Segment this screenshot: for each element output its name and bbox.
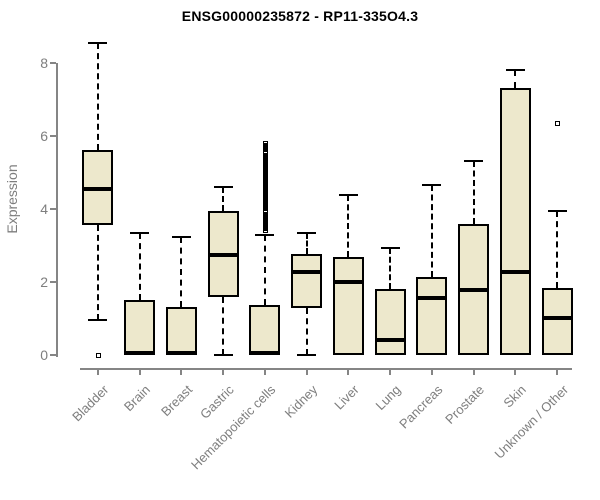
whisker-cap-upper — [171, 235, 191, 238]
y-tick — [50, 208, 56, 211]
whisker-upper — [222, 186, 225, 211]
y-axis-label: Expression — [4, 164, 20, 234]
x-tick — [556, 369, 559, 375]
y-axis-line — [56, 63, 58, 357]
x-category-label: Brain — [121, 382, 154, 415]
whisker-lower — [96, 224, 99, 321]
whisker-cap-lower — [213, 354, 233, 356]
box-median-line — [207, 253, 239, 258]
x-category-label: Lung — [372, 382, 404, 414]
y-tick — [50, 281, 56, 284]
whisker-upper — [347, 194, 350, 257]
whisker-cap-upper — [464, 159, 484, 162]
box-median-line — [332, 280, 364, 285]
box-median-line — [165, 350, 197, 355]
x-tick — [305, 369, 308, 375]
y-tick — [50, 135, 56, 138]
x-category-label: Liver — [331, 382, 363, 413]
y-tick — [50, 354, 56, 356]
whisker-upper — [514, 69, 517, 88]
x-category-label: Unknown / Other — [491, 382, 571, 462]
y-tick — [50, 62, 56, 65]
whisker-cap-upper — [297, 232, 317, 235]
boxplot-box — [291, 254, 323, 308]
boxplot-box — [165, 306, 197, 355]
box-median-line — [124, 350, 156, 355]
x-tick — [96, 369, 99, 375]
x-tick — [514, 369, 517, 375]
whisker-upper — [263, 234, 266, 306]
x-tick — [347, 369, 350, 375]
x-tick — [222, 369, 225, 375]
whisker-upper — [430, 184, 433, 277]
x-tick — [180, 369, 183, 375]
chart-title: ENSG00000235872 - RP11-335O4.3 — [181, 8, 419, 24]
box-median-line — [416, 296, 448, 301]
boxplot-box — [124, 299, 156, 355]
y-tick-label: 4 — [40, 201, 48, 218]
box-median-line — [374, 338, 406, 343]
box-median-line — [82, 187, 114, 192]
boxplot-box — [541, 288, 573, 355]
boxplot-box — [416, 276, 448, 355]
x-tick — [389, 369, 392, 375]
whisker-upper — [305, 233, 308, 255]
outlier-point — [262, 140, 268, 146]
outlier-point — [555, 121, 561, 127]
boxplot-box — [499, 87, 531, 355]
whisker-upper — [556, 211, 559, 289]
y-tick-label: 0 — [40, 347, 48, 363]
x-category-label: Prostate — [442, 382, 488, 427]
whisker-cap-upper — [88, 42, 108, 45]
whisker-upper — [472, 160, 475, 225]
whisker-upper — [389, 248, 392, 290]
x-category-label: Breast — [157, 382, 196, 420]
box-median-line — [499, 269, 531, 274]
y-tick-label: 6 — [40, 128, 48, 145]
whisker-upper — [180, 236, 183, 307]
x-category-label: Skin — [500, 382, 530, 411]
box-median-line — [249, 350, 281, 355]
whisker-cap-upper — [547, 210, 567, 213]
whisker-cap-upper — [380, 247, 400, 250]
whisker-upper — [138, 233, 141, 300]
x-tick — [138, 369, 141, 375]
outlier-point — [95, 353, 101, 358]
x-category-label: Pancreas — [396, 382, 446, 432]
whisker-cap-upper — [422, 183, 442, 186]
x-tick — [472, 369, 475, 375]
whisker-cap-upper — [213, 185, 233, 188]
x-axis-line — [80, 368, 572, 370]
boxplot-box — [249, 305, 281, 355]
y-tick-label: 2 — [40, 274, 48, 291]
whisker-lower — [305, 307, 308, 355]
x-tick — [263, 369, 266, 375]
box-median-line — [458, 288, 490, 293]
box-median-line — [291, 269, 323, 274]
x-category-label: Bladder — [69, 382, 112, 425]
whisker-cap-upper — [338, 193, 358, 196]
whisker-upper — [96, 43, 99, 151]
box-median-line — [541, 316, 573, 321]
whisker-cap-upper — [505, 68, 525, 71]
whisker-lower — [222, 296, 225, 355]
x-category-label: Kidney — [281, 382, 321, 421]
whisker-cap-lower — [297, 354, 317, 356]
boxplot-box — [332, 256, 364, 355]
whisker-cap-lower — [88, 319, 108, 322]
boxplot-box — [374, 289, 406, 355]
x-category-label: Gastric — [197, 382, 237, 422]
y-tick-label: 8 — [40, 55, 48, 72]
whisker-cap-upper — [255, 233, 275, 236]
whisker-cap-upper — [130, 232, 150, 235]
x-tick — [430, 369, 433, 375]
